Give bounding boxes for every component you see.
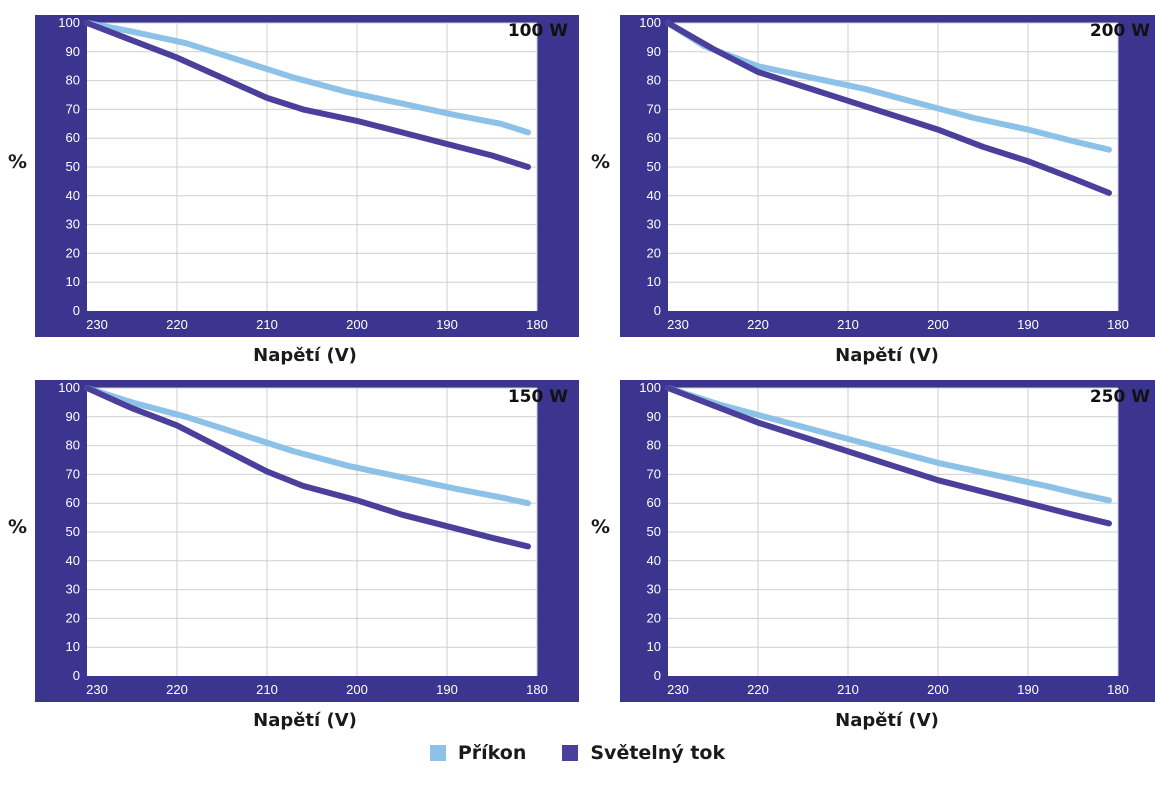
y-tick-label: 0 [73,668,80,683]
x-axis-label: Napětí (V) [253,710,357,731]
x-tick-label: 210 [837,317,859,332]
x-tick-label: 180 [1107,317,1129,332]
y-tick-label: 70 [647,466,661,481]
y-tick-label: 90 [647,44,661,59]
y-tick-label: 50 [647,524,661,539]
y-tick-label: 40 [66,188,80,203]
x-tick-label: 210 [837,682,859,697]
legend-label-prikon: Příkon [457,742,527,764]
x-tick-label: 190 [436,682,458,697]
series-line-prikon [84,385,531,507]
x-tick-label: 230 [86,682,108,697]
y-tick-label: 100 [58,15,80,30]
series-line-svetelny-tok [665,20,1112,196]
x-axis-label: Napětí (V) [253,345,357,366]
y-tick-label: 10 [66,274,80,289]
chart-title: 200 W [1090,21,1150,41]
x-tick-label: 180 [526,682,548,697]
y-tick-label: 90 [66,409,80,424]
y-tick-label: 30 [66,217,80,232]
y-tick-label: 100 [58,380,80,395]
y-tick-label: 0 [654,668,661,683]
x-tick-label: 220 [166,682,188,697]
y-tick-label: 20 [647,610,661,625]
y-tick-label: 30 [66,582,80,597]
y-tick-label: 100 [639,380,661,395]
y-tick-label: 10 [647,639,661,654]
y-axis-label: % [8,516,27,538]
y-tick-label: 0 [654,303,661,318]
y-axis-label: % [591,516,610,538]
x-tick-label: 190 [1017,317,1039,332]
y-tick-label: 80 [66,73,80,88]
x-tick-label: 220 [747,682,769,697]
y-tick-label: 20 [647,245,661,260]
series-line-prikon [84,20,531,136]
y-tick-label: 30 [647,582,661,597]
legend: Příkon Světelný tok [0,738,1155,768]
chart-2: 0 10 20 30 40 50 60 70 80 90 100 230 220 210 200 190 180… [8,380,579,731]
y-tick-label: 90 [66,44,80,59]
x-tick-label: 230 [667,682,689,697]
x-axis-label: Napětí (V) [835,345,939,366]
y-tick-label: 10 [647,274,661,289]
y-tick-label: 60 [66,130,80,145]
y-tick-label: 50 [647,159,661,174]
x-tick-label: 180 [526,317,548,332]
y-tick-label: 70 [66,101,80,116]
x-tick-label: 190 [1017,682,1039,697]
x-tick-label: 230 [86,317,108,332]
x-tick-label: 200 [927,682,949,697]
y-tick-label: 10 [66,639,80,654]
chart-title: 250 W [1090,387,1150,407]
y-tick-label: 40 [647,553,661,568]
y-tick-label: 60 [66,495,80,510]
x-tick-label: 210 [256,317,278,332]
x-tick-label: 210 [256,682,278,697]
x-tick-label: 200 [927,317,949,332]
y-tick-label: 50 [66,159,80,174]
x-tick-label: 200 [346,317,368,332]
y-tick-label: 80 [647,438,661,453]
series-line-svetelny-tok [84,385,531,550]
y-tick-label: 0 [73,303,80,318]
y-tick-label: 50 [66,524,80,539]
y-tick-label: 20 [66,245,80,260]
y-tick-label: 30 [647,217,661,232]
legend-label-svetelny-tok: Světelný tok [590,742,726,764]
chart-title: 100 W [508,21,568,41]
series-line-prikon [665,385,1112,504]
y-tick-label: 90 [647,409,661,424]
chart-1: 0 10 20 30 40 50 60 70 80 90 100 230 220 210 200 190 180… [591,15,1155,366]
y-tick-label: 100 [639,15,661,30]
legend-swatch-svetelny-tok [562,745,579,761]
chart-title: 150 W [508,387,568,407]
chart-3: 0 10 20 30 40 50 60 70 80 90 100 230 220 210 200 190 180… [591,380,1155,731]
x-tick-label: 230 [667,317,689,332]
y-tick-label: 40 [647,188,661,203]
legend-item-prikon: Příkon [429,742,527,764]
y-tick-label: 20 [66,610,80,625]
x-tick-label: 220 [166,317,188,332]
series-line-svetelny-tok [84,20,531,170]
x-tick-label: 180 [1107,682,1129,697]
y-tick-label: 70 [66,466,80,481]
y-tick-label: 40 [66,553,80,568]
x-tick-label: 190 [436,317,458,332]
chart-0: 0 10 20 30 40 50 60 70 80 90 100 230 220 210 200 190 180… [8,15,579,366]
y-tick-label: 80 [66,438,80,453]
x-tick-label: 220 [747,317,769,332]
x-tick-label: 200 [346,682,368,697]
y-tick-label: 70 [647,101,661,116]
y-tick-label: 60 [647,130,661,145]
y-axis-label: % [591,151,610,173]
series-line-svetelny-tok [665,385,1112,527]
y-axis-label: % [8,151,27,173]
x-axis-label: Napětí (V) [835,710,939,731]
legend-swatch-prikon [429,745,446,761]
y-tick-label: 80 [647,73,661,88]
legend-item-svetelny-tok: Světelný tok [562,742,725,764]
y-tick-label: 60 [647,495,661,510]
